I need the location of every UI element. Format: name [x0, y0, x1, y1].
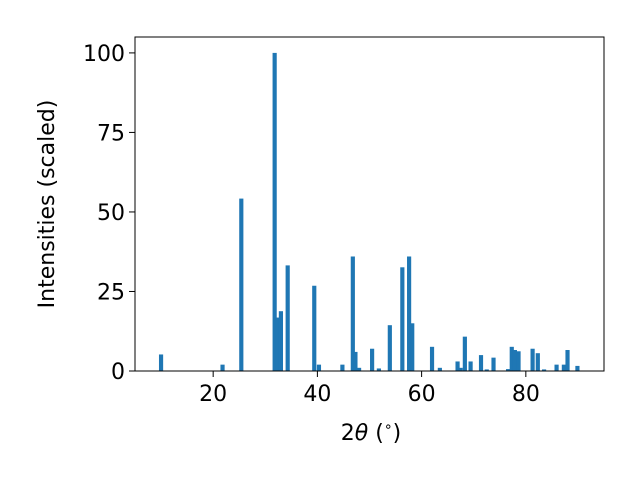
bar-26 — [484, 369, 489, 371]
bar-6 — [285, 265, 290, 371]
bar-35 — [554, 364, 559, 371]
x-axis-label-degree: ∘ — [384, 419, 393, 435]
bar-15 — [387, 325, 392, 371]
bar-25 — [478, 355, 484, 371]
bar-31 — [516, 351, 521, 371]
y-tick-label-1: 25 — [97, 280, 125, 305]
y-tick-label-3: 75 — [97, 121, 125, 146]
bar-21 — [455, 361, 460, 371]
bar-4 — [275, 317, 280, 371]
x-axis-label: 2θ (∘) — [341, 419, 401, 446]
x-axis-label-open: ( — [368, 421, 384, 446]
bar-27 — [491, 357, 496, 371]
bar-8 — [316, 364, 322, 371]
x-tick-label-0: 20 — [199, 382, 227, 407]
bar-18 — [410, 323, 415, 371]
bar-33 — [535, 353, 540, 371]
bar-19 — [429, 346, 435, 371]
x-tick-label-3: 80 — [512, 382, 540, 407]
plot-frame — [134, 36, 605, 372]
bar-28 — [506, 369, 511, 371]
y-axis-label: Intensities (scaled) — [35, 100, 60, 309]
bar-11 — [353, 351, 358, 371]
bar-24 — [468, 361, 473, 371]
x-axis-label-close: ) — [393, 421, 402, 446]
bar-29 — [509, 346, 514, 371]
y-tick-label-0: 0 — [111, 360, 125, 385]
bar-13 — [370, 348, 375, 371]
bars-layer — [158, 52, 580, 372]
bar-20 — [437, 367, 442, 371]
bar-7 — [312, 285, 317, 371]
x-tick-label-2: 60 — [408, 382, 436, 407]
bar-12 — [356, 367, 362, 371]
x-axis-label-theta: θ — [355, 421, 369, 446]
bar-16 — [400, 267, 405, 371]
bar-34 — [541, 369, 547, 371]
bar-9 — [340, 364, 345, 371]
bar-2 — [239, 198, 244, 371]
bar-10 — [350, 256, 355, 371]
bar-36 — [561, 364, 566, 371]
bar-32 — [530, 348, 535, 371]
x-axis-label-prefix: 2 — [341, 421, 355, 446]
bar-17 — [407, 256, 412, 371]
bar-3 — [272, 52, 277, 372]
ticks-layer: 20 40 60 80 0 25 50 75 100 — [83, 42, 540, 407]
bar-22 — [458, 367, 463, 371]
y-tick-label-2: 50 — [97, 201, 125, 226]
bar-5 — [278, 311, 283, 371]
bar-37 — [565, 350, 570, 371]
bar-1 — [220, 364, 225, 371]
x-tick-label-1: 40 — [303, 382, 331, 407]
bar-14 — [376, 368, 381, 371]
bar-38 — [575, 365, 580, 371]
y-tick-label-4: 100 — [83, 42, 125, 67]
bar-0 — [158, 354, 164, 371]
bar-23 — [462, 336, 467, 371]
bar-30 — [512, 350, 517, 371]
